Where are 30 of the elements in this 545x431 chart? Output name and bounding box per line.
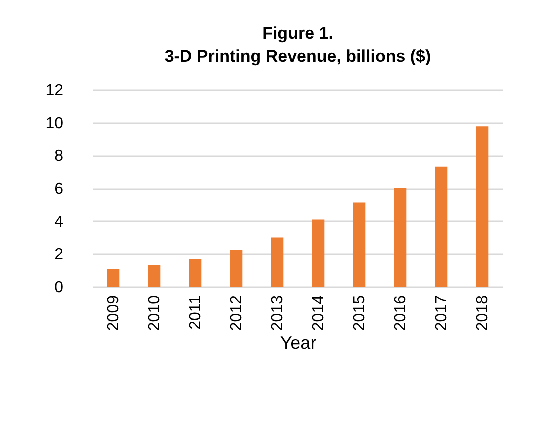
- y-tick-label: 0: [54, 280, 64, 296]
- y-tick-label: 4: [54, 214, 64, 231]
- chart-title: Figure 1.: [262, 24, 334, 43]
- bar: [189, 259, 202, 287]
- x-tick-label: 2012: [228, 295, 246, 332]
- bar: [271, 238, 284, 287]
- x-tick-label: 2018: [474, 295, 492, 332]
- bar: [394, 188, 407, 287]
- bar: [476, 126, 489, 287]
- y-tick-label: 8: [54, 148, 64, 166]
- x-tick-label: 2010: [146, 295, 164, 332]
- x-tick-label: 2017: [434, 295, 450, 332]
- x-tick-label: 2015: [352, 295, 368, 332]
- x-tick-label: 2016: [392, 295, 410, 332]
- x-tick-label: 2013: [270, 295, 286, 332]
- bar: [312, 220, 325, 287]
- chart-subtitle: 3-D Printing Revenue, billions ($): [164, 47, 432, 66]
- y-tick-label: 12: [46, 82, 64, 100]
- x-tick-label: 2009: [106, 295, 122, 332]
- y-tick-label: 2: [54, 246, 64, 264]
- bar: [230, 250, 243, 287]
- y-tick-label: 6: [54, 181, 64, 198]
- x-tick-label: 2011: [188, 295, 204, 330]
- bar: [353, 202, 366, 287]
- bar: [148, 265, 161, 287]
- x-axis-title: Year: [280, 333, 317, 354]
- bar: [107, 269, 120, 287]
- x-tick-label: 2014: [310, 295, 328, 332]
- y-tick-label: 10: [46, 115, 64, 132]
- bar: [435, 166, 448, 287]
